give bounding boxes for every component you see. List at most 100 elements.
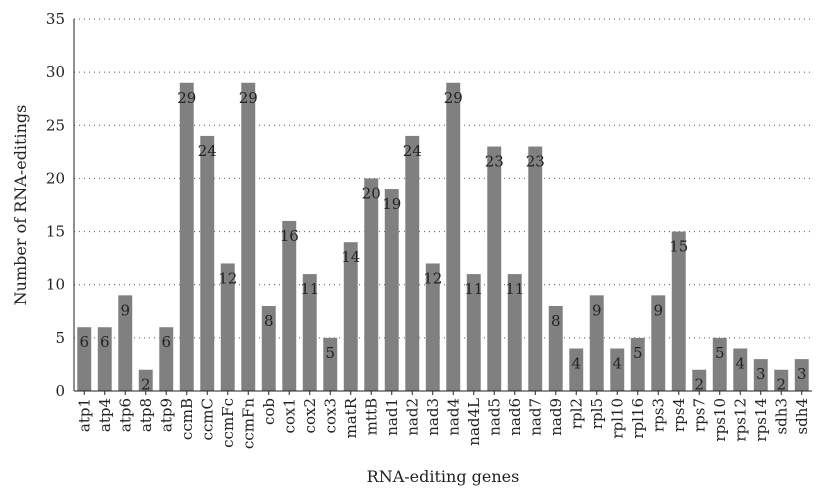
- x-tick-label: nad2: [403, 398, 421, 436]
- y-tick-label: 15: [46, 223, 65, 241]
- data-label: 2: [694, 376, 704, 394]
- bar-nad4: [446, 82, 461, 392]
- bar-nad5: [487, 146, 502, 391]
- x-tick-label: cox3: [321, 398, 339, 433]
- bar-nad1: [384, 189, 399, 391]
- x-tick-label: ccmFc: [219, 398, 237, 448]
- data-label: 19: [382, 195, 401, 213]
- data-label: 23: [526, 153, 545, 171]
- bar-nad6: [507, 274, 522, 391]
- x-tick-label: mttB: [362, 398, 380, 435]
- data-label: 29: [239, 89, 258, 107]
- data-label: 12: [218, 269, 237, 287]
- x-tick-label: nad5: [485, 398, 503, 436]
- data-label: 12: [423, 269, 442, 287]
- bar-cox3: [323, 337, 338, 391]
- x-tick-label: matR: [342, 397, 360, 438]
- y-tick-label: 20: [46, 169, 65, 187]
- x-tick-label: rpl5: [588, 398, 606, 429]
- data-label: 6: [100, 333, 110, 351]
- data-label: 29: [177, 89, 196, 107]
- data-label: 9: [120, 301, 130, 319]
- y-tick-label: 25: [46, 116, 65, 134]
- bar-ccmC: [200, 135, 215, 391]
- x-tick-label: sdh3: [772, 398, 790, 435]
- bar-ccmB: [179, 82, 194, 392]
- data-label: 11: [464, 280, 483, 298]
- data-label: 24: [198, 142, 217, 160]
- data-label: 8: [264, 312, 274, 330]
- x-tick-label: ccmFn: [239, 398, 257, 449]
- bar-mttB: [364, 178, 379, 391]
- data-label: 11: [300, 280, 319, 298]
- data-label: 14: [341, 248, 360, 266]
- x-tick-label: atp8: [137, 398, 155, 432]
- x-tick-label: nad1: [383, 398, 401, 436]
- data-label: 9: [653, 301, 663, 319]
- data-label: 5: [715, 344, 725, 362]
- bar-cob: [261, 305, 276, 391]
- bar-rpl2: [569, 348, 584, 391]
- x-tick-label: atp4: [96, 398, 114, 432]
- bar-nad7: [528, 146, 543, 391]
- bar-rps7: [692, 369, 707, 391]
- x-tick-label: rps4: [670, 398, 688, 432]
- data-label: 20: [362, 184, 381, 202]
- x-tick-label: nad7: [526, 398, 544, 436]
- bar-atp6: [118, 295, 133, 391]
- x-tick-label: rpl2: [567, 398, 585, 429]
- x-tick-label: cox1: [280, 398, 298, 433]
- gridlines: [74, 18, 812, 339]
- data-label: 4: [612, 354, 622, 372]
- data-label: 29: [444, 89, 463, 107]
- x-tick-label: nad4: [444, 398, 462, 436]
- x-tick-label: rpl16: [629, 398, 647, 439]
- data-label: 15: [669, 238, 688, 256]
- x-tick-label: cob: [260, 398, 278, 425]
- y-tick-label: 5: [55, 329, 65, 347]
- data-label: 24: [403, 142, 422, 160]
- data-label: 2: [776, 376, 786, 394]
- data-label: 11: [505, 280, 524, 298]
- bar-atp9: [159, 327, 174, 391]
- x-tick-label: nad3: [424, 398, 442, 436]
- bar-rpl16: [630, 337, 645, 391]
- x-tick-label: ccmC: [198, 398, 216, 441]
- bars: [77, 82, 809, 392]
- y-tick-label: 35: [46, 10, 65, 28]
- x-tick-label: atp1: [75, 398, 93, 432]
- x-tick-label: cox2: [301, 398, 319, 433]
- bar-atp4: [97, 327, 112, 391]
- data-label: 3: [797, 365, 807, 383]
- data-label: 6: [161, 333, 171, 351]
- x-tick-label: rps12: [731, 398, 749, 442]
- data-label: 4: [571, 354, 581, 372]
- x-tick-label: nad6: [506, 398, 524, 436]
- x-tick-label: sdh4: [793, 398, 811, 435]
- data-label: 6: [79, 333, 89, 351]
- x-tick-label: rps7: [690, 398, 708, 432]
- y-axis-title: Number of RNA-editings: [11, 105, 30, 306]
- x-tick-label: rpl10: [608, 398, 626, 439]
- data-label: 8: [551, 312, 561, 330]
- x-tick-label: ccmB: [178, 398, 196, 440]
- x-tick-label: rps10: [711, 398, 729, 442]
- data-label: 2: [141, 376, 151, 394]
- bar-sdh4: [794, 359, 809, 391]
- data-label: 23: [485, 153, 504, 171]
- x-tick-label: atp6: [116, 398, 134, 432]
- bar-cox1: [282, 220, 297, 391]
- bar-cox2: [302, 274, 317, 391]
- data-label: 16: [280, 227, 299, 245]
- bar-rps14: [753, 359, 768, 391]
- data-label: 3: [756, 365, 766, 383]
- x-tick-label: atp9: [157, 398, 175, 432]
- bar-rpl5: [589, 295, 604, 391]
- bar-nad2: [405, 135, 420, 391]
- data-label: 5: [325, 344, 335, 362]
- bar-sdh3: [774, 369, 789, 391]
- data-labels: 6 692629241229816115142019241229112311238…: [79, 89, 806, 394]
- bar-matR: [343, 242, 358, 391]
